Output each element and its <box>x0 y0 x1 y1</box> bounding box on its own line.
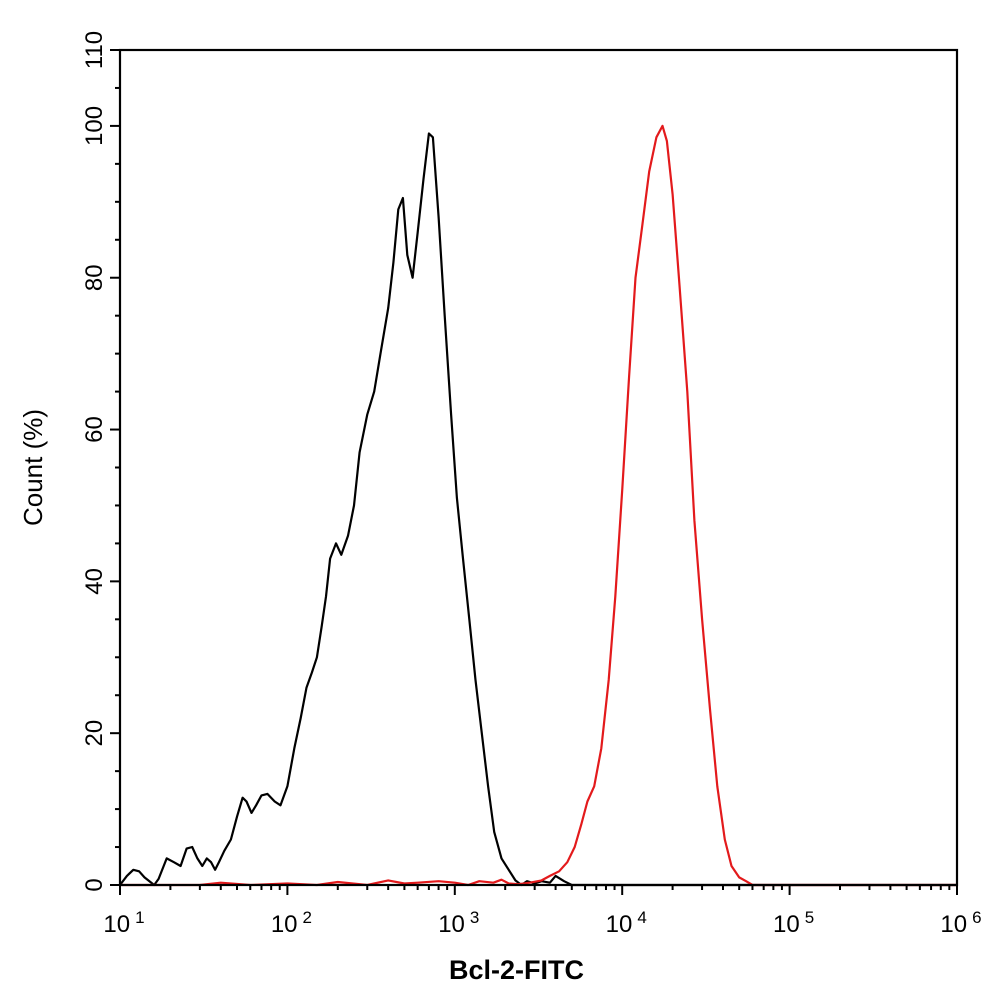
x-tick-label: 10 3 <box>438 908 479 938</box>
series-layer <box>119 124 957 887</box>
x-tick-label: 10 5 <box>773 908 814 938</box>
y-axis: 0 20 40 60 80 100 110 <box>81 31 120 892</box>
series-line-2 <box>120 124 957 887</box>
x-tick-label: 10 4 <box>606 908 647 938</box>
x-tick-label: 10 2 <box>271 908 312 938</box>
x-axis-title: Bcl-2-FITC <box>449 955 584 985</box>
y-tick-label: 100 <box>81 106 108 146</box>
y-tick-label: 0 <box>81 878 108 891</box>
y-tick-label: 40 <box>81 568 108 595</box>
x-tick-label: 10 6 <box>940 908 981 938</box>
y-tick-label: 80 <box>81 264 108 291</box>
y-tick-label: 110 <box>81 31 108 69</box>
x-axis: 10 1 10 2 10 3 10 4 10 5 10 6 <box>103 885 982 938</box>
y-tick-label: 20 <box>81 720 108 747</box>
y-axis-title: Count (%) <box>18 409 48 526</box>
plot-frame <box>118 48 959 887</box>
x-tick-label: 10 1 <box>103 908 144 938</box>
series-line-1 <box>119 132 957 887</box>
y-tick-label: 60 <box>81 416 108 443</box>
